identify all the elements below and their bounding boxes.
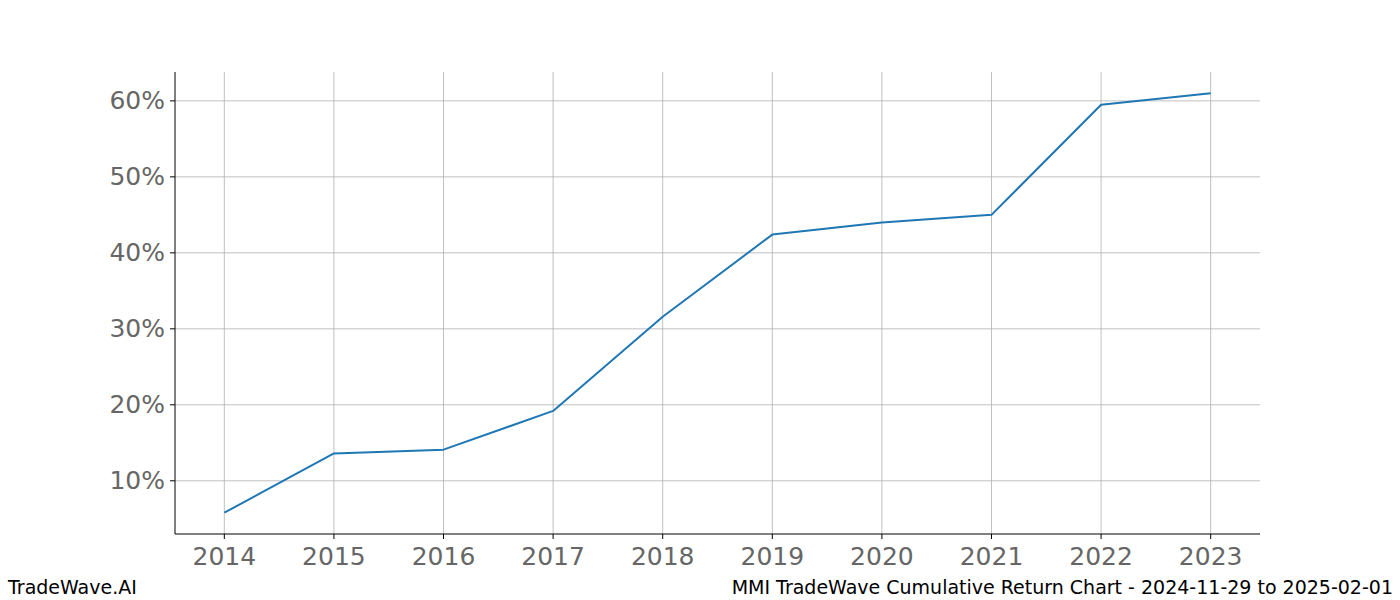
y-axis (175, 72, 176, 534)
tick-mark (170, 100, 175, 101)
grid-line (333, 72, 334, 534)
grid-line (662, 72, 663, 534)
grid-line (175, 328, 1260, 329)
chart: 10% 20% 30% 40% 50% 60% 2014 2015 2016 2017 2018 20… (0, 0, 1400, 600)
tick-mark (1101, 534, 1102, 539)
tick-mark (170, 176, 175, 177)
tick-mark (170, 404, 175, 405)
tick-label: 2019 (740, 542, 804, 571)
grid-line (175, 100, 1260, 101)
grid-line (175, 404, 1260, 405)
annotation: TradeWave.AI (7, 576, 137, 598)
grid-line (991, 72, 992, 534)
grid-line (175, 480, 1260, 481)
grid-line (224, 72, 225, 534)
tick-label: 30% (109, 314, 165, 343)
tick-mark (553, 534, 554, 539)
tick-mark (333, 534, 334, 539)
tick-label: 40% (109, 238, 165, 267)
tick-mark (170, 328, 175, 329)
tick-mark (224, 534, 225, 539)
grid-line (772, 72, 773, 534)
tick-label: 2016 (412, 542, 476, 571)
title: MMI TradeWave Cumulative Return Chart - … (732, 576, 1393, 598)
tick-mark (772, 534, 773, 539)
tick-label: 2018 (631, 542, 695, 571)
tick-mark (1210, 534, 1211, 539)
grid-line (175, 176, 1260, 177)
grid-line (443, 72, 444, 534)
grid-line (1210, 72, 1211, 534)
grid-line (1101, 72, 1102, 534)
x-axis (175, 534, 1260, 535)
tick-label: 60% (109, 86, 165, 115)
tick-label: 2014 (193, 542, 257, 571)
grid (175, 72, 1260, 534)
tick-mark (662, 534, 663, 539)
tick-label: 2017 (521, 542, 585, 571)
grid-line (881, 72, 882, 534)
tick-label: 2022 (1069, 542, 1133, 571)
tick-mark (170, 480, 175, 481)
tick-mark (991, 534, 992, 539)
tick-label: 2020 (850, 542, 914, 571)
tick-label: 20% (109, 390, 165, 419)
grid-line (175, 252, 1260, 253)
tick-mark (170, 252, 175, 253)
grid-line (553, 72, 554, 534)
tick-label: 10% (109, 466, 165, 495)
line (224, 93, 1210, 512)
tick-mark (443, 534, 444, 539)
tick-label: 2021 (960, 542, 1024, 571)
plot-area (224, 93, 1210, 512)
tick-label: 2023 (1179, 542, 1243, 571)
tick-mark (881, 534, 882, 539)
tick-label: 50% (109, 162, 165, 191)
tick-label: 2015 (302, 542, 366, 571)
